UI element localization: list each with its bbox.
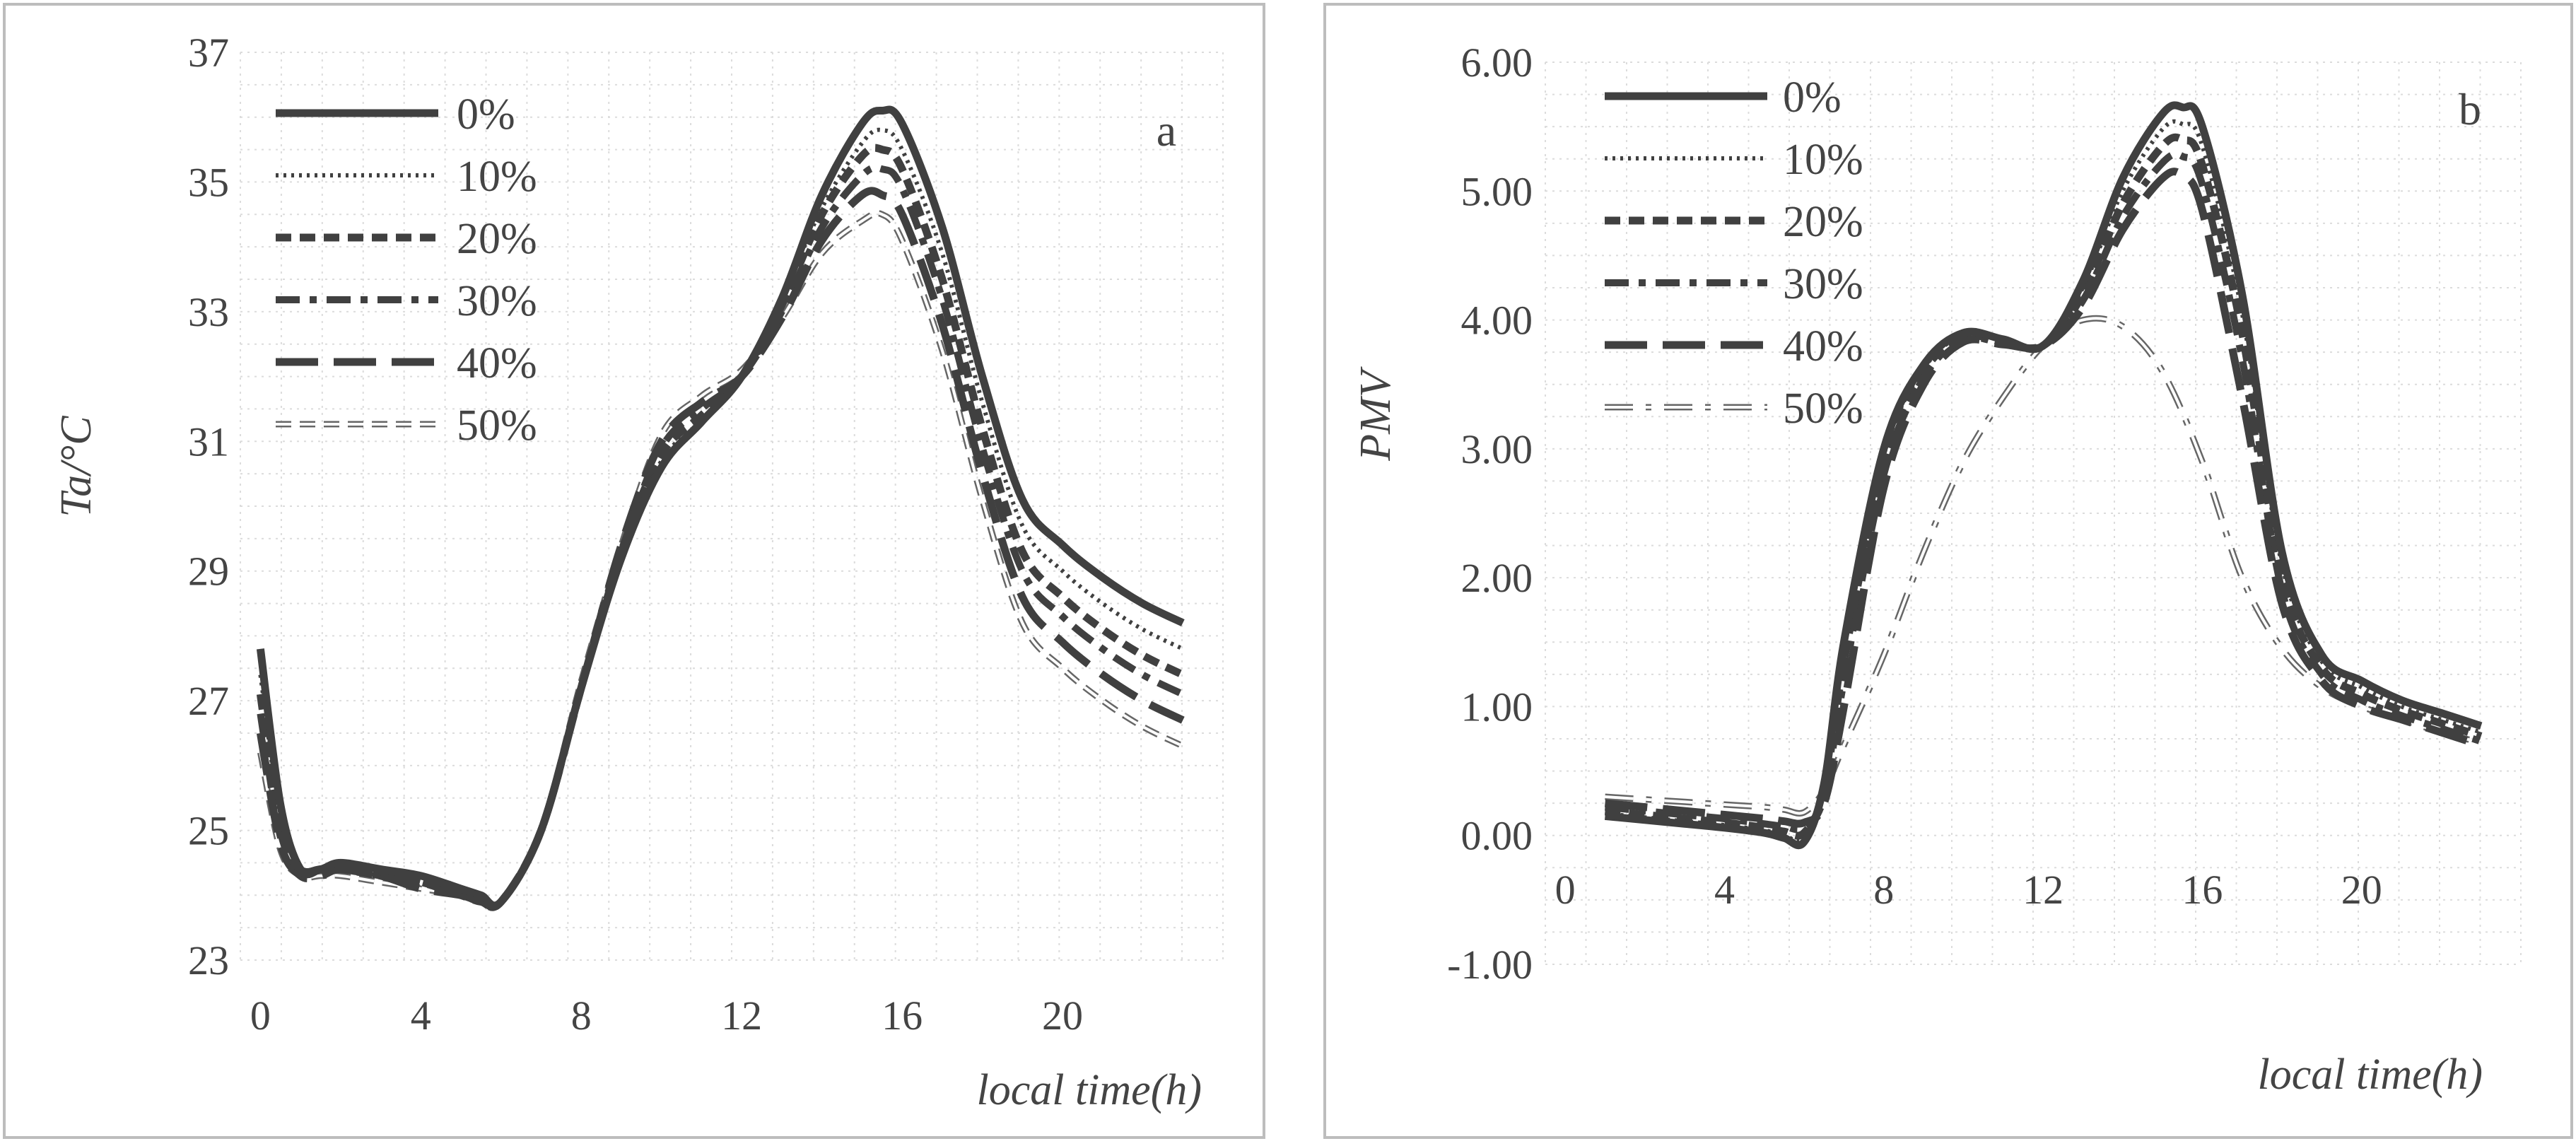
legend-label: 0% — [457, 90, 515, 139]
panel-a-legend: 0% 10% 20% 30% 40% 50% — [276, 90, 537, 450]
y-tick-label: 6.00 — [1461, 40, 1533, 86]
y-tick-label: 27 — [188, 678, 229, 724]
panel-a-grid — [240, 52, 1224, 961]
legend-label: 50% — [457, 402, 537, 450]
panel-b-y-axis-title: PMV — [1352, 366, 1400, 462]
y-tick-label: 37 — [188, 30, 229, 76]
x-tick-label: 16 — [882, 993, 923, 1039]
y-tick-label: 35 — [188, 159, 229, 205]
x-tick-label: 4 — [411, 993, 431, 1039]
series-line-0pct — [256, 105, 1185, 910]
panel-b: -1.00 0.00 1.00 2.00 3.00 4.00 5.00 6.00 0 4 8 12 1… — [1323, 3, 2573, 1139]
y-tick-label: 5.00 — [1461, 168, 1533, 214]
y-tick-label: 1.00 — [1461, 684, 1533, 730]
panel-a-x-tick-labels: 0 4 8 12 16 20 — [250, 993, 1083, 1039]
series-line-30pct — [257, 164, 1185, 911]
series-line-30pct — [1605, 150, 2483, 834]
panel-a-x-axis-title: local time(h) — [976, 1066, 1202, 1114]
series-line-50pct-inner — [259, 211, 1184, 909]
series-line-20pct — [256, 144, 1185, 911]
panel-b-legend: 0% 10% 20% 30% 40% 50% — [1605, 74, 1863, 433]
x-tick-label: 12 — [721, 993, 762, 1039]
x-tick-label: 0 — [250, 993, 271, 1039]
panel-b-x-axis-title: local time(h) — [2257, 1051, 2483, 1099]
legend-label: 40% — [457, 339, 537, 387]
panel-b-letter: b — [2459, 84, 2481, 134]
panel-a-y-tick-labels: 23 25 27 29 31 33 35 37 — [188, 30, 229, 983]
y-tick-label: 0.00 — [1461, 813, 1533, 859]
legend-label: 30% — [1783, 260, 1863, 308]
y-tick-label: -1.00 — [1447, 942, 1533, 988]
x-tick-label: 12 — [2022, 867, 2063, 913]
y-tick-label: 29 — [188, 549, 229, 595]
series-line-50pct-inner — [1605, 317, 2482, 815]
legend-label: 40% — [1783, 322, 1863, 370]
panel-a-y-axis-title: Ta/°C — [52, 416, 100, 518]
y-tick-label: 31 — [188, 419, 229, 464]
panel-b-y-tick-labels: -1.00 0.00 1.00 2.00 3.00 4.00 5.00 6.00 — [1447, 40, 1533, 988]
y-tick-label: 3.00 — [1461, 426, 1533, 472]
series-line-0pct — [1604, 101, 2483, 850]
panel-b-x-tick-labels: 0 4 8 12 16 20 — [1555, 867, 2382, 913]
legend-label: 50% — [1783, 385, 1863, 433]
legend-label: 10% — [1783, 136, 1863, 184]
x-tick-label: 0 — [1555, 867, 1576, 913]
legend-label: 20% — [1783, 198, 1863, 246]
panel-b-series — [1604, 101, 2483, 850]
y-tick-label: 2.00 — [1461, 555, 1533, 601]
panel-a-series — [256, 105, 1185, 911]
x-tick-label: 8 — [1873, 867, 1894, 913]
x-tick-label: 4 — [1714, 867, 1735, 913]
y-tick-label: 4.00 — [1461, 298, 1533, 344]
y-tick-label: 25 — [188, 808, 229, 854]
legend-label: 0% — [1783, 74, 1842, 122]
legend-label: 10% — [457, 153, 537, 201]
panel-a: 23 25 27 29 31 33 35 37 0 4 8 12 16 20 0% 10% 20% 30% 40… — [3, 3, 1265, 1139]
series-line-40pct — [1604, 168, 2483, 828]
legend-label: 30% — [457, 277, 537, 325]
legend-label: 20% — [457, 215, 537, 263]
y-tick-label: 23 — [188, 937, 229, 983]
x-tick-label: 16 — [2182, 867, 2223, 913]
x-tick-label: 8 — [571, 993, 592, 1039]
panel-a-letter: a — [1157, 105, 1176, 156]
series-line-40pct — [256, 187, 1185, 911]
x-tick-label: 20 — [1042, 993, 1083, 1039]
x-tick-label: 20 — [2341, 867, 2382, 913]
y-tick-label: 33 — [188, 289, 229, 335]
